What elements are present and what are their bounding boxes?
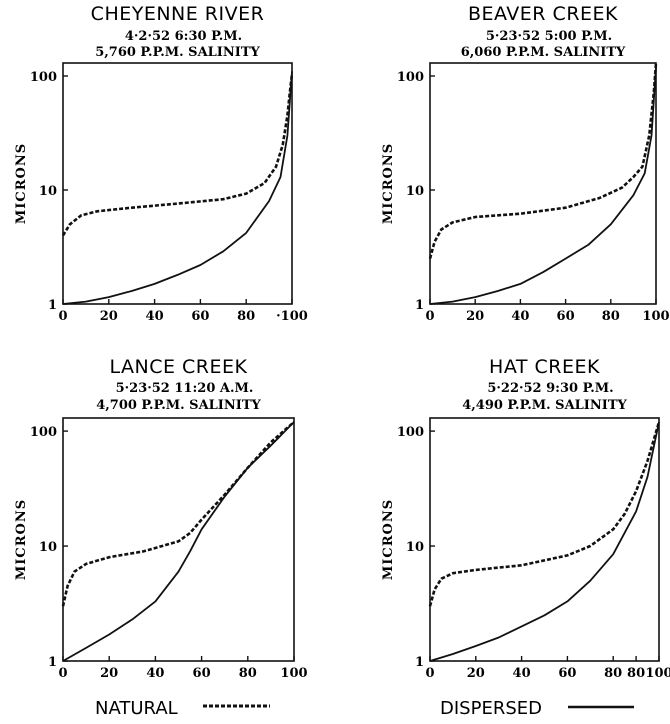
x-tick-label: 0 bbox=[425, 309, 434, 324]
x-tick-label: 40 bbox=[513, 666, 531, 681]
y-tick-label: 1 bbox=[415, 298, 424, 313]
x-tick-label: 60 bbox=[557, 309, 575, 324]
x-tick-label: 0 bbox=[58, 666, 67, 681]
chart-date-time: 5·22·52 9:30 P.M. bbox=[487, 381, 613, 396]
x-tick-label: 0 bbox=[58, 309, 67, 324]
x-tick-label: 60 bbox=[193, 666, 211, 681]
x-tick-label: 80 bbox=[604, 666, 622, 681]
y-axis-label: MICRONS bbox=[381, 499, 396, 580]
chart-title: HAT CREEK bbox=[489, 356, 600, 378]
y-axis-label: MICRONS bbox=[381, 143, 396, 224]
y-tick-label: 100 bbox=[397, 70, 424, 85]
chart-title: LANCE CREEK bbox=[110, 356, 248, 378]
x-tick-label: 20 bbox=[467, 666, 485, 681]
chart-panel-3: LANCE CREEK 5·23·52 11:20 A.M. 4,700 P.P.M… bbox=[14, 356, 308, 681]
x-tick-label: 100 bbox=[645, 666, 670, 681]
plot-frame bbox=[62, 417, 295, 662]
y-tick-label: 1 bbox=[48, 655, 57, 670]
y-tick-label: 10 bbox=[406, 540, 424, 555]
chart-salinity: 5,760 P.P.M. SALINITY bbox=[95, 45, 260, 60]
legend-natural-label: NATURAL bbox=[95, 698, 178, 719]
x-tick-label: 80 bbox=[239, 666, 257, 681]
x-tick-label: 80 bbox=[237, 309, 255, 324]
y-tick-label: 100 bbox=[30, 425, 57, 440]
y-tick-label: 1 bbox=[415, 655, 424, 670]
x-tick-label: 80 bbox=[602, 309, 620, 324]
y-tick-label: 10 bbox=[39, 540, 57, 555]
y-axis-label: MICRONS bbox=[14, 499, 29, 580]
series-natural-line bbox=[428, 62, 658, 259]
legend: NATURAL DISPERSED bbox=[95, 698, 634, 719]
y-tick-label: 10 bbox=[406, 184, 424, 199]
x-tick-label: 20 bbox=[466, 309, 484, 324]
y-tick-label: 1 bbox=[48, 298, 57, 313]
x-tick-label: 80 bbox=[627, 666, 645, 681]
y-tick-label: 10 bbox=[39, 184, 57, 199]
y-tick-label: 100 bbox=[397, 425, 424, 440]
chart-panel-2: BEAVER CREEK 5·23·52 5:00 P.M.6,060 P.P.M… bbox=[381, 3, 670, 324]
y-tick-label: 100 bbox=[30, 70, 57, 85]
chart-date-time: 4·2·52 6:30 P.M. bbox=[125, 29, 242, 44]
x-tick-label: 40 bbox=[511, 309, 529, 324]
x-tick-label: 100 bbox=[280, 666, 307, 681]
legend-dispersed-label: DISPERSED bbox=[440, 698, 542, 719]
series-dispersed-line bbox=[62, 421, 295, 662]
series-natural-line bbox=[61, 73, 294, 237]
plot-frame bbox=[429, 417, 660, 662]
x-tick-label: 40 bbox=[146, 309, 164, 324]
chart-date-time: 5·23·52 5:00 P.M. bbox=[486, 29, 612, 44]
series-dispersed-line bbox=[429, 421, 660, 662]
chart-panel-1: CHEYENNE RIVER 4·2·52 6:30 P.M.5,760 P.P.… bbox=[14, 3, 308, 324]
chart-panel-4: HAT CREEK 5·22·52 9:30 P.M. 4,490 P.P.M. S… bbox=[381, 356, 670, 681]
plot-frame bbox=[62, 62, 293, 305]
x-tick-label: ·100 bbox=[276, 309, 308, 324]
x-tick-label: 60 bbox=[191, 309, 209, 324]
x-tick-label: 60 bbox=[558, 666, 576, 681]
chart-title: BEAVER CREEK bbox=[468, 3, 618, 25]
x-tick-label: 40 bbox=[146, 666, 164, 681]
chart-title: CHEYENNE RIVER bbox=[91, 3, 265, 25]
plot-frame bbox=[429, 62, 657, 305]
series-natural-line bbox=[428, 421, 661, 607]
series-dispersed-line bbox=[62, 71, 293, 305]
chart-salinity: 4,700 P.P.M. SALINITY bbox=[96, 398, 261, 413]
x-tick-label: 100 bbox=[642, 309, 669, 324]
chart-salinity: 6,060 P.P.M. SALINITY bbox=[461, 45, 626, 60]
y-axis-label: MICRONS bbox=[14, 143, 29, 224]
x-tick-label: 0 bbox=[425, 666, 434, 681]
x-tick-label: 20 bbox=[100, 309, 118, 324]
series-natural-line bbox=[61, 421, 295, 607]
chart-salinity: 4,490 P.P.M. SALINITY bbox=[462, 398, 627, 413]
series-dispersed-line bbox=[429, 66, 657, 305]
x-tick-label: 20 bbox=[100, 666, 118, 681]
chart-date-time: 5·23·52 11:20 A.M. bbox=[116, 381, 254, 396]
